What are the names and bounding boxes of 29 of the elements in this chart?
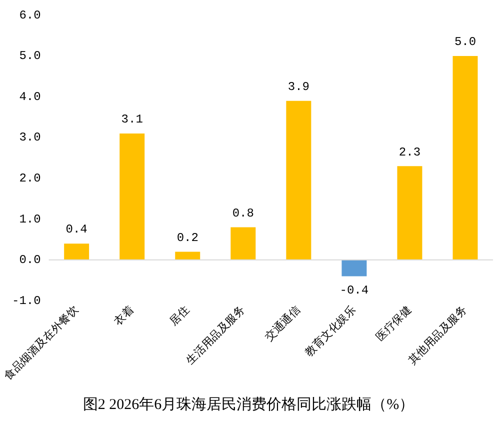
x-tick-label: 衣着 (111, 303, 136, 328)
bar (397, 166, 422, 260)
data-label: 3.1 (121, 112, 143, 127)
bar (342, 260, 367, 276)
data-label: 0.8 (232, 206, 254, 220)
data-label: -0.4 (340, 283, 369, 298)
y-tick-label: 3.0 (19, 130, 41, 145)
text: 图2 2026年6月珠海居民消费价格同比涨跌幅（%） (82, 396, 414, 413)
x-tick-label: 居住 (167, 303, 192, 328)
x-tick-label: 医疗保健 (374, 303, 414, 344)
y-tick-label: 1.0 (19, 212, 41, 226)
data-label: 5.0 (454, 35, 476, 50)
x-tick-label: 交通通信 (262, 303, 303, 344)
bar (64, 244, 90, 260)
y-tick-label: 4.0 (19, 90, 41, 104)
data-label: 3.9 (288, 80, 310, 94)
bar (452, 56, 478, 260)
y-tick-label: 5.0 (19, 49, 41, 64)
x-tick-label: 教育文化娱乐 (302, 303, 358, 360)
y-tick-label: 2.0 (19, 171, 41, 186)
data-label: 0.4 (66, 222, 88, 237)
bar (286, 100, 312, 260)
data-label: 0.2 (176, 230, 198, 245)
y-tick-label: 0.0 (19, 253, 41, 268)
bar (120, 133, 145, 260)
data-label: 2.3 (398, 145, 421, 160)
bar (230, 227, 256, 260)
bar (175, 252, 200, 260)
y-tick-label: 6.0 (19, 8, 41, 22)
